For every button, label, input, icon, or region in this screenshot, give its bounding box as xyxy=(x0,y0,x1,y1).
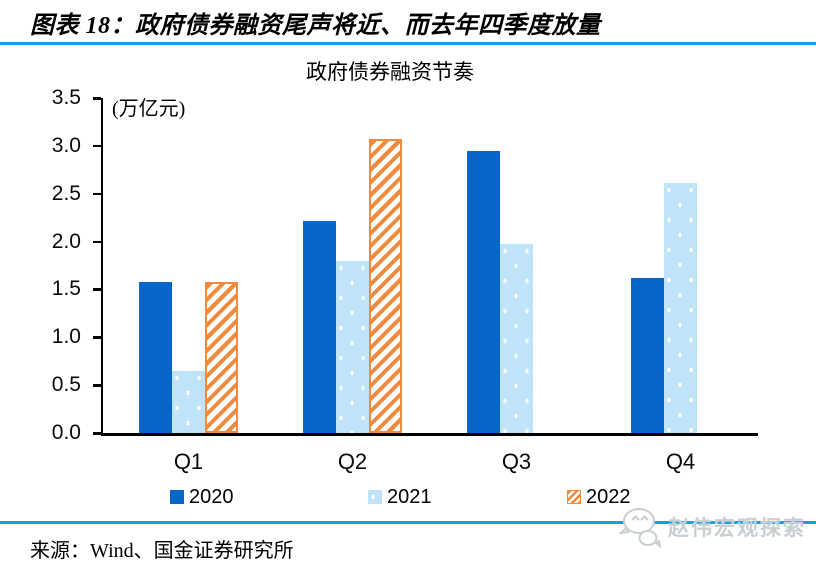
bar-2021-Q1 xyxy=(172,370,205,433)
legend-label-2020: 2020 xyxy=(189,486,234,508)
bar-2020-Q1 xyxy=(139,281,172,433)
y-tick xyxy=(92,384,101,387)
legend-label-2021: 2021 xyxy=(387,486,432,508)
bar-2022-Q1 xyxy=(205,281,238,433)
y-tick xyxy=(92,336,101,339)
y-tick-label: 3.5 xyxy=(51,86,81,109)
bar-2021-Q4 xyxy=(664,183,697,433)
watermark: 赵伟宏观探索 xyxy=(612,506,806,548)
bar-2021-Q3 xyxy=(500,244,533,433)
figure-caption: 图表 18：政府债券融资尾声将近、而去年四季度放量 xyxy=(30,13,601,39)
legend-item-2020: 2020 xyxy=(170,486,234,508)
bar-2020-Q2 xyxy=(303,220,336,433)
y-tick xyxy=(92,97,101,100)
x-tick-label-q4: Q4 xyxy=(665,449,696,474)
bar-2020-Q3 xyxy=(467,150,500,433)
legend-swatch-2022 xyxy=(567,490,581,504)
legend-swatch-2020 xyxy=(170,490,184,504)
y-tick xyxy=(92,288,101,291)
chart-title: 政府债券融资节奏 xyxy=(306,60,474,84)
legend-item-2021: 2021 xyxy=(368,486,432,508)
y-tick xyxy=(92,144,101,148)
legend-item-2022: 2022 xyxy=(567,486,631,508)
x-tick-label-q1: Q1 xyxy=(173,449,204,474)
x-axis-line xyxy=(100,433,758,436)
y-axis-line xyxy=(100,98,103,436)
y-tick-label: 0.0 xyxy=(51,421,81,444)
bar-2020-Q4 xyxy=(631,277,664,433)
bar-2022-Q2 xyxy=(369,139,402,433)
y-tick-label: 3.0 xyxy=(51,133,81,157)
y-tick-label: 1.5 xyxy=(51,277,81,301)
legend-label-2022: 2022 xyxy=(586,486,631,508)
y-tick-label: 0.5 xyxy=(51,373,81,397)
y-tick xyxy=(92,192,101,196)
top-divider xyxy=(0,42,816,45)
y-tick-label: 2.0 xyxy=(51,229,81,253)
watermark-text: 赵伟宏观探索 xyxy=(668,517,806,540)
y-tick xyxy=(92,240,101,244)
x-tick-label-q2: Q2 xyxy=(337,449,368,474)
axis-unit-label: (万亿元) xyxy=(112,98,186,120)
x-tick-label-q3: Q3 xyxy=(501,449,532,474)
source-note: 来源：Wind、国金证券研究所 xyxy=(30,540,294,562)
chat-bubbles-icon xyxy=(618,508,662,548)
y-tick-label: 1.0 xyxy=(51,325,81,349)
y-tick xyxy=(92,432,101,435)
legend-swatch-2021 xyxy=(368,490,382,504)
bottom-divider xyxy=(0,521,816,524)
bar-2021-Q2 xyxy=(336,260,369,433)
y-tick-label: 2.5 xyxy=(51,181,81,205)
